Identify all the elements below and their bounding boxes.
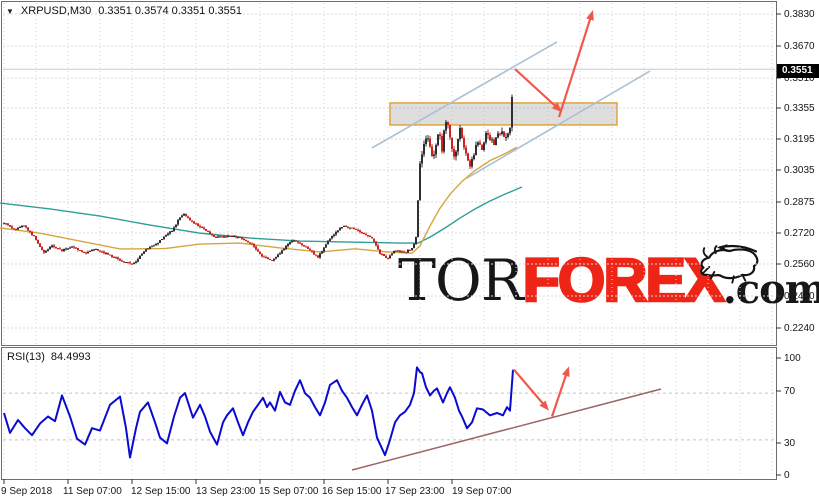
ma-fast-line (0, 146, 518, 255)
main-chart-panel (1, 1, 777, 346)
watermark: TOR FOREX .com (398, 243, 819, 314)
rsi-indicator-name: RSI(13) (7, 351, 45, 363)
price-axis-label: 0.2720 (784, 228, 815, 239)
rsi-indicator-value: 84.4993 (50, 351, 91, 363)
forecast-arrow (513, 368, 548, 409)
ma-slow-line (0, 186, 523, 244)
resistance-zone (389, 102, 618, 126)
time-axis-label: 15 Sep 07:00 (259, 486, 319, 497)
rsi-axis-label: 0 (784, 470, 790, 481)
time-axis-label: 13 Sep 23:00 (196, 486, 256, 497)
time-axis-label: 12 Sep 15:00 (131, 486, 191, 497)
price-axis-label: 0.3510 (784, 73, 815, 84)
price-axis-label: 0.2400 (784, 291, 815, 302)
time-axis-label: 17 Sep 23:00 (385, 486, 445, 497)
rsi-trendline (351, 388, 662, 471)
price-axis-label: 0.2240 (784, 323, 815, 334)
symbol-timeframe-label: XRPUSD,M30 (20, 5, 92, 17)
trend-channel-line (466, 70, 651, 179)
forecast-arrow (514, 68, 560, 111)
price-axis-label: 0.3830 (784, 9, 815, 20)
trend-channel-line (371, 41, 558, 149)
rsi-title: RSI(13) 84.4993 (7, 351, 91, 363)
ohlc-values-label: 0.3351 0.3574 0.3351 0.3551 (98, 5, 242, 17)
rsi-line (3, 366, 514, 459)
price-axis-label: 0.2560 (784, 259, 815, 270)
watermark-forex-text: FOREX (521, 246, 726, 314)
time-axis-label: 16 Sep 15:00 (322, 486, 382, 497)
price-axis-label: 0.2875 (784, 197, 815, 208)
rsi-axis-label: 70 (784, 386, 796, 397)
time-axis-label: 11 Sep 07:00 (63, 486, 122, 497)
candles-layer (3, 94, 513, 265)
price-axis-label: 0.3035 (784, 165, 815, 176)
chart-title: ▼ XRPUSD,M30 0.3351 0.3574 0.3351 0.3551 (6, 5, 242, 17)
rsi-axis-label: 100 (784, 353, 801, 364)
time-axis-label: 9 Sep 2018 (1, 486, 53, 497)
forecast-arrow (557, 13, 593, 118)
time-axis-label: 19 Sep 07:00 (452, 486, 512, 497)
watermark-tor-text: TOR (398, 248, 524, 314)
bull-logo-icon (700, 244, 759, 284)
forecast-arrow (550, 369, 569, 417)
price-axis-label: 0.3195 (784, 134, 815, 145)
collapse-triangle-icon: ▼ (6, 6, 14, 16)
price-axis-label: 0.3355 (784, 103, 815, 114)
rsi-axis-label: 30 (784, 438, 796, 449)
current-price-tag: 0.3551 (777, 64, 819, 78)
price-axis-label: 0.3670 (784, 41, 815, 52)
